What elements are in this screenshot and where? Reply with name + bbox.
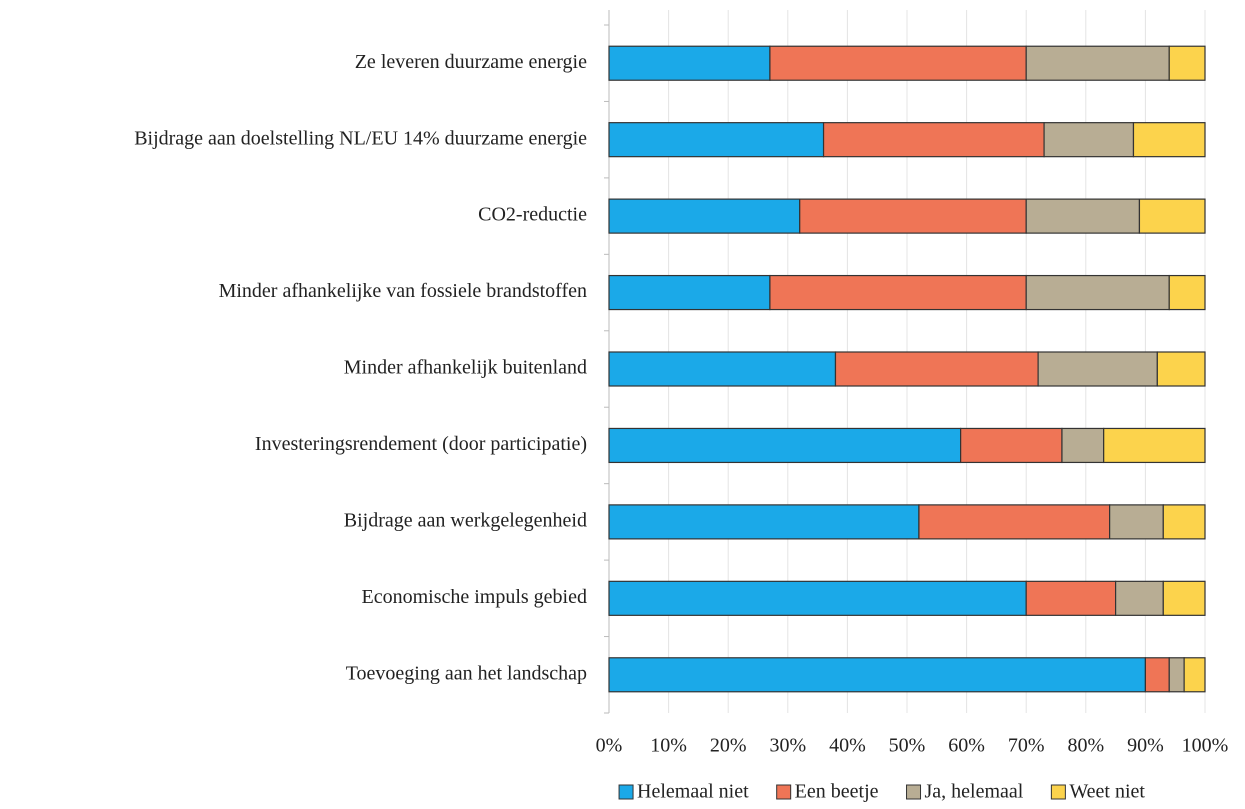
bar-segment: [1132, 122, 1206, 158]
bar-segment: [1037, 351, 1158, 387]
bar-segment: [1025, 274, 1170, 311]
x-tick-label: 10%: [650, 735, 687, 757]
bar-segment: [1162, 580, 1206, 616]
y-tick-label: Toevoeging aan het landschap: [346, 662, 587, 684]
y-tick-label: Bijdrage aan werkgelegenheid: [344, 509, 587, 531]
bar-segment: [1156, 351, 1206, 387]
bar-segment: [799, 198, 1027, 234]
bar-segment: [608, 351, 837, 387]
x-tick-label: 70%: [1008, 735, 1045, 757]
bar-segment: [1144, 657, 1170, 693]
legend-swatch: [1050, 784, 1066, 800]
y-tick-label: Ze leveren duurzame energie: [355, 51, 587, 73]
bar-segment: [608, 657, 1147, 693]
bar-segment: [1043, 122, 1135, 158]
x-tick-label: 30%: [769, 735, 806, 757]
x-tick-label: 60%: [948, 735, 985, 757]
bar-segment: [608, 198, 801, 234]
legend-label: Weet niet: [1069, 781, 1145, 803]
bar-segment: [769, 274, 1027, 311]
legend-swatch: [906, 784, 922, 800]
x-tick-label: 40%: [829, 735, 866, 757]
bar-segment: [960, 427, 1063, 464]
bar-segment: [1109, 504, 1164, 540]
x-tick-label: 100%: [1182, 735, 1229, 757]
bar-segment: [822, 122, 1045, 158]
legend-swatch: [776, 784, 792, 800]
y-tick-label: Bijdrage aan doelstelling NL/EU 14% duur…: [134, 127, 587, 149]
bar-segment: [1025, 580, 1117, 616]
bar-segment: [1025, 198, 1141, 234]
y-tick-label: Economische impuls gebied: [361, 586, 587, 608]
bar-segment: [1103, 427, 1206, 464]
bar-segment: [769, 45, 1027, 81]
x-tick-label: 20%: [710, 735, 747, 757]
x-tick-label: 0%: [596, 735, 623, 757]
bar-segment: [1061, 427, 1105, 464]
legend-label: Een beetje: [795, 781, 879, 803]
bar-segment: [1168, 657, 1185, 693]
x-tick-label: 80%: [1067, 735, 1104, 757]
legend-label: Ja, helemaal: [925, 781, 1024, 803]
bar-segment: [608, 45, 771, 81]
bar-segment: [608, 122, 825, 158]
bar-segment: [1114, 580, 1164, 616]
x-tick-label: 50%: [889, 735, 926, 757]
bar-segment: [834, 351, 1039, 387]
bar-segment: [1183, 657, 1206, 693]
y-tick-label: Minder afhankelijke van fossiele brandst…: [219, 280, 587, 302]
bar-segment: [1162, 504, 1206, 540]
y-tick-label: CO2-reductie: [478, 204, 587, 226]
x-tick-label: 90%: [1127, 735, 1164, 757]
bar-segment: [1138, 198, 1206, 234]
bar-segment: [608, 274, 771, 311]
legend-label: Helemaal niet: [637, 781, 749, 803]
bar-segment: [608, 580, 1027, 616]
y-tick-label: Minder afhankelijk buitenland: [344, 357, 587, 379]
bar-segment: [608, 504, 920, 540]
legend-swatch: [618, 784, 634, 800]
bar-segment: [918, 504, 1111, 540]
bar-segment: [1168, 45, 1206, 81]
bar-segment: [1168, 274, 1206, 311]
bar-segment: [608, 427, 962, 464]
y-tick-label: Investeringsrendement (door participatie…: [255, 433, 587, 455]
bar-segment: [1025, 45, 1170, 81]
